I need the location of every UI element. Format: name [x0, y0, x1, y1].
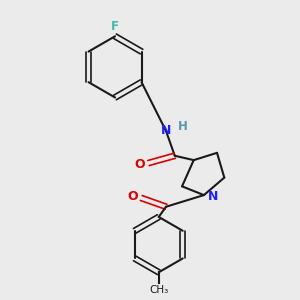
Text: O: O: [127, 190, 138, 203]
Text: CH₃: CH₃: [149, 285, 168, 296]
Text: F: F: [111, 20, 119, 33]
Text: O: O: [134, 158, 145, 171]
Text: N: N: [207, 190, 218, 203]
Text: N: N: [161, 124, 171, 137]
Text: H: H: [178, 120, 188, 133]
